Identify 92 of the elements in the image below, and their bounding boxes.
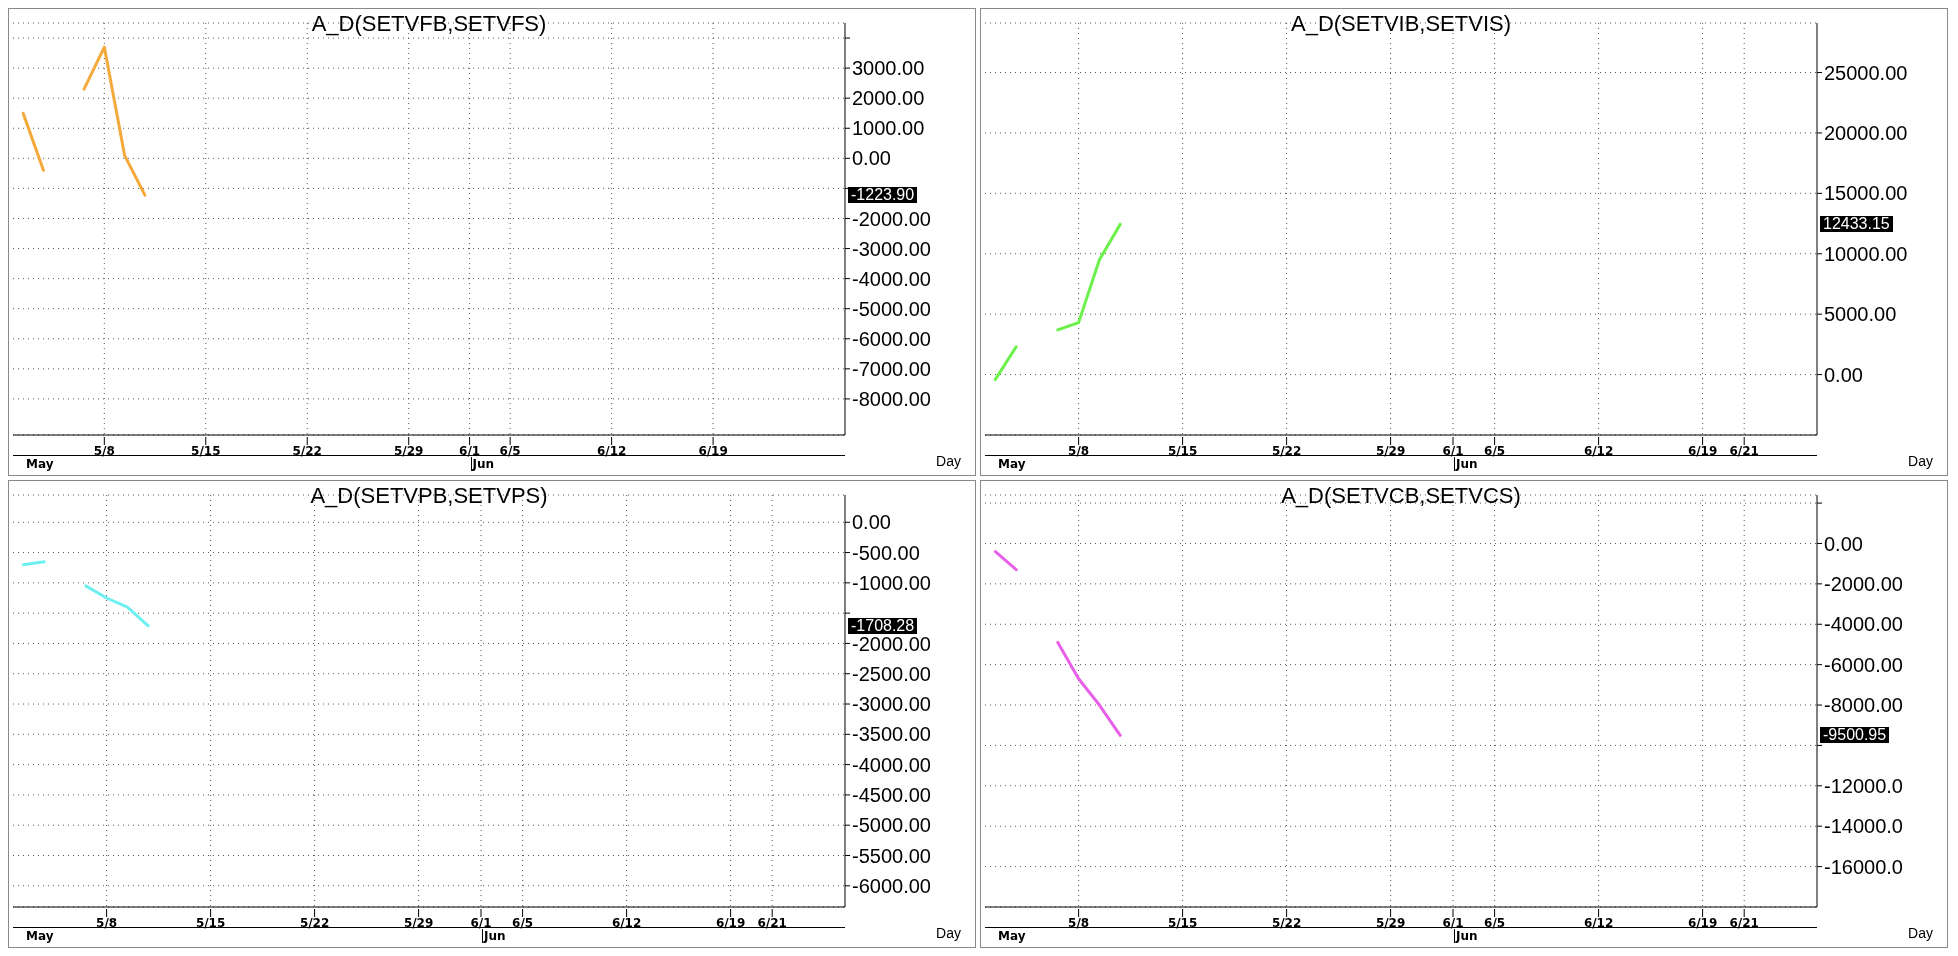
x-tick-label: 5/15: [1167, 916, 1198, 930]
x-tick-label: 6/19: [1687, 916, 1718, 930]
y-tick-label: -3000.00: [852, 237, 931, 260]
x-axis-title: Day: [1908, 453, 1933, 469]
chart-title: A_D(SETVPB,SETVPS): [309, 483, 549, 509]
text: May: [25, 929, 54, 943]
y-tick-label: 0.00: [852, 147, 891, 170]
x-tick-label: 6/19: [698, 444, 728, 458]
y-tick-label: -4000.00: [852, 267, 931, 290]
x-tick-label: 5/22: [292, 444, 322, 458]
x-tick-label: 6/1: [459, 444, 481, 458]
y-tick-label: -5000.00: [852, 814, 931, 837]
text: Jun: [1454, 457, 1478, 471]
x-tick-label: 6/5: [499, 444, 521, 458]
y-tick-label: -3500.00: [852, 723, 931, 746]
y-tick-label: -14000.0: [1824, 815, 1903, 838]
x-tick-label: 6/5: [1484, 444, 1506, 458]
x-tick-label: 6/21: [1729, 444, 1759, 458]
y-tick-label: -2000.00: [852, 207, 931, 230]
y-tick-label: 15000.00: [1824, 182, 1908, 205]
x-tick-label: 5/22: [1271, 444, 1302, 458]
text: Jun: [482, 929, 506, 943]
y-tick-label: -2000.00: [852, 632, 931, 655]
x-tick-label: 5/15: [195, 916, 226, 930]
y-tick-label: 0.00: [1824, 363, 1863, 386]
text: -1708.28: [848, 616, 918, 634]
x-tick-label: 6/12: [596, 444, 627, 458]
y-tick-label: 20000.00: [1824, 122, 1908, 145]
x-tick-label: 6/1: [1442, 916, 1464, 930]
x-tick-label: 5/15: [191, 444, 221, 458]
y-tick-label: -12000.0: [1824, 774, 1903, 797]
y-tick-label: -3000.00: [852, 693, 931, 716]
y-tick-label: -7000.00: [852, 357, 931, 380]
text: -1223.90: [848, 186, 918, 204]
x-tick-label: 6/19: [1687, 444, 1718, 458]
text: May: [997, 457, 1026, 471]
text: Jun: [470, 457, 495, 471]
y-tick-label: -500.00: [852, 541, 920, 564]
y-tick-label: -4500.00: [852, 784, 931, 807]
chart-title: A_D(SETVCB,SETVCS): [1280, 483, 1522, 509]
y-tick-label: -8000.00: [1824, 694, 1903, 717]
x-tick-label: 5/29: [1375, 916, 1406, 930]
y-tick-label: -5000.00: [852, 297, 931, 320]
x-tick-label: 6/12: [611, 916, 642, 930]
chart-title: A_D(SETVIB,SETVIS): [1289, 11, 1513, 37]
y-tick-label: -1000.00: [852, 571, 931, 594]
text: 12433.15: [1820, 215, 1893, 233]
x-tick-label: 5/29: [403, 916, 434, 930]
y-tick-label: 25000.00: [1824, 61, 1908, 84]
x-tick-label: 5/22: [299, 916, 330, 930]
x-tick-label: 5/29: [393, 444, 424, 458]
x-tick-label: 6/1: [1442, 444, 1464, 458]
x-tick-label: 6/5: [1484, 916, 1506, 930]
y-tick-label: -6000.00: [852, 327, 931, 350]
y-tick-label: 1000.00: [852, 117, 925, 140]
x-tick-label: 5/29: [1375, 444, 1406, 458]
y-tick-label: -6000.00: [1824, 653, 1903, 676]
text: May: [997, 929, 1026, 943]
y-tick-label: -6000.00: [852, 874, 931, 897]
y-tick-label: 0.00: [1824, 532, 1863, 555]
y-tick-label: -8000.00: [852, 388, 931, 411]
text: -9500.95: [1820, 726, 1890, 744]
text: May: [25, 457, 54, 471]
x-tick-label: 6/12: [1583, 444, 1614, 458]
x-tick-label: 5/22: [1271, 916, 1302, 930]
y-tick-label: 3000.00: [852, 57, 925, 80]
chart-title: A_D(SETVFB,SETVFS): [310, 11, 548, 37]
y-tick-label: -4000.00: [1824, 613, 1903, 636]
y-tick-label: -5500.00: [852, 844, 931, 867]
x-tick-label: 5/8: [1068, 916, 1090, 930]
y-tick-label: 2000.00: [852, 87, 925, 110]
y-tick-label: -2500.00: [852, 662, 931, 685]
x-tick-label: 6/5: [512, 916, 534, 930]
y-tick-label: -16000.0: [1824, 855, 1903, 878]
y-tick-label: 0.00: [852, 511, 891, 534]
x-tick-label: 5/8: [1068, 444, 1090, 458]
x-axis-title: Day: [1908, 925, 1933, 941]
x-axis-title: Day: [936, 453, 961, 469]
y-tick-label: 10000.00: [1824, 242, 1908, 265]
x-tick-label: 6/21: [1729, 916, 1759, 930]
x-tick-label: 5/8: [96, 916, 118, 930]
x-tick-label: 6/21: [757, 916, 787, 930]
x-axis-title: Day: [936, 925, 961, 941]
text: Jun: [1454, 929, 1478, 943]
x-tick-label: 6/19: [715, 916, 746, 930]
x-tick-label: 5/8: [93, 444, 115, 458]
x-tick-label: 6/12: [1583, 916, 1614, 930]
y-tick-label: -2000.00: [1824, 572, 1903, 595]
y-tick-label: -4000.00: [852, 753, 931, 776]
x-tick-label: 6/1: [470, 916, 492, 930]
x-tick-label: 5/15: [1167, 444, 1198, 458]
y-tick-label: 5000.00: [1824, 303, 1897, 326]
